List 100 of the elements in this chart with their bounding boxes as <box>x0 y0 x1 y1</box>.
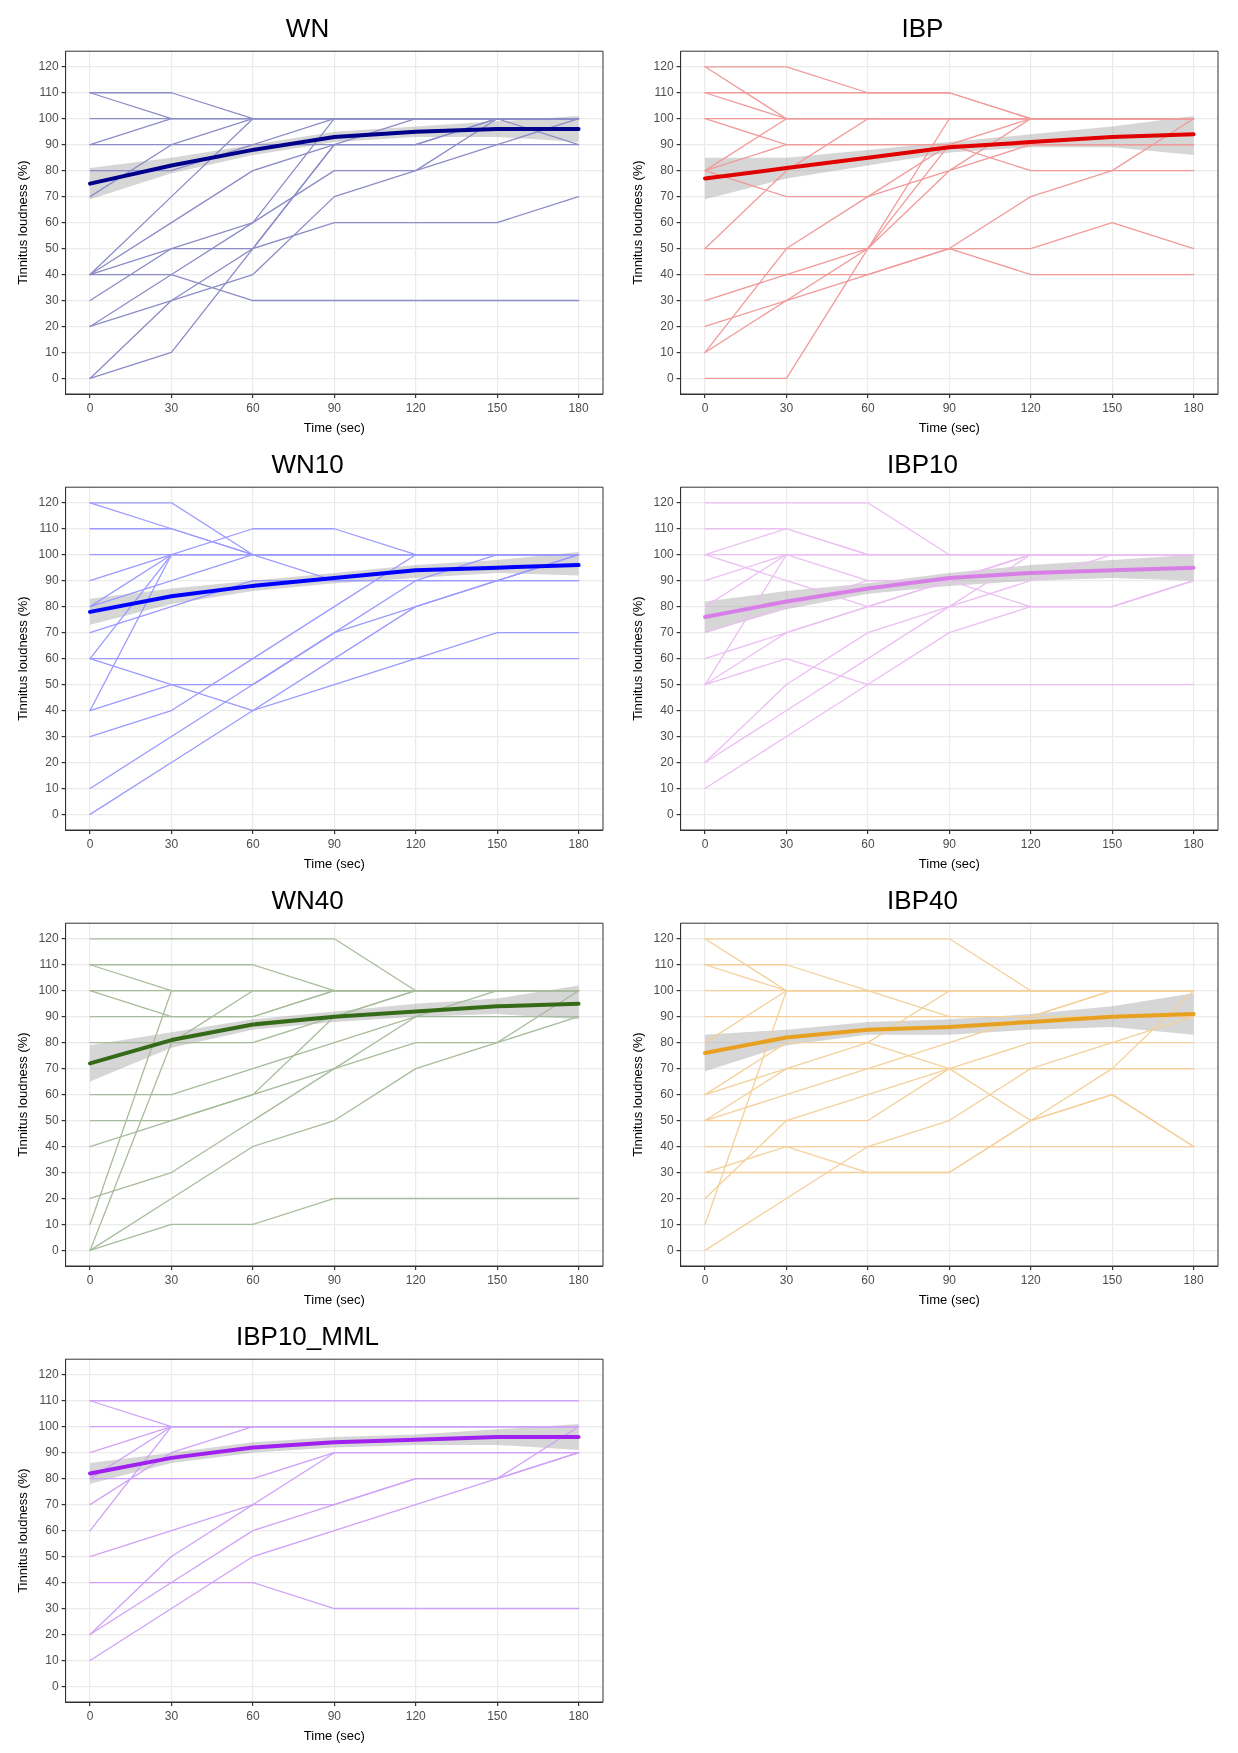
x-tick-label: 150 <box>1102 1272 1123 1287</box>
x-tick-label: 150 <box>1102 836 1123 851</box>
y-tick-label: 60 <box>45 214 59 229</box>
y-tick-label: 10 <box>660 1216 674 1231</box>
y-tick-label: 40 <box>45 1138 59 1153</box>
x-tick-label: 0 <box>86 1272 94 1287</box>
y-tick-label: 30 <box>45 1600 59 1615</box>
y-tick-label: 40 <box>45 702 59 717</box>
x-tick-label: 30 <box>164 400 179 415</box>
y-tick-label: 60 <box>660 650 674 665</box>
y-tick-label: 30 <box>660 292 674 307</box>
y-tick-label: 90 <box>45 1445 59 1459</box>
x-axis-title: Time (sec) <box>303 855 365 871</box>
y-tick-label: 50 <box>45 1112 59 1127</box>
y-tick-label: 60 <box>660 214 674 229</box>
y-tick-label: 80 <box>660 162 674 177</box>
y-tick-label: 50 <box>660 240 674 255</box>
y-tick-label: 120 <box>38 59 59 74</box>
x-tick-label: 90 <box>327 836 342 851</box>
y-tick-label: 110 <box>39 521 59 536</box>
y-tick-label: 30 <box>660 1164 674 1179</box>
chart-title: IBP10_MML <box>235 1320 380 1351</box>
y-tick-label: 50 <box>45 1548 59 1563</box>
x-tick-label: 90 <box>327 400 342 415</box>
x-axis-title: Time (sec) <box>918 855 980 871</box>
x-tick-label: 0 <box>86 1708 94 1723</box>
y-tick-label: 110 <box>39 85 59 100</box>
y-tick-label: 120 <box>653 931 674 946</box>
x-tick-label: 90 <box>327 1708 342 1723</box>
y-tick-label: 10 <box>45 344 59 359</box>
y-tick-label: 40 <box>45 1574 59 1589</box>
chart-title: IBP40 <box>887 884 958 915</box>
x-tick-label: 30 <box>164 1708 179 1723</box>
x-tick-label: 0 <box>86 400 94 415</box>
x-tick-label: 180 <box>1183 1272 1204 1287</box>
x-tick-label: 90 <box>327 1272 342 1287</box>
y-tick-label: 80 <box>45 1470 59 1485</box>
x-tick-label: 0 <box>701 836 709 851</box>
x-tick-label: 30 <box>164 836 179 851</box>
y-tick-label: 70 <box>45 188 59 203</box>
y-tick-label: 120 <box>38 1367 59 1382</box>
y-tick-label: 40 <box>660 1138 674 1153</box>
x-tick-label: 120 <box>405 1708 427 1723</box>
x-tick-label: 60 <box>861 836 875 851</box>
y-tick-label: 50 <box>660 676 674 691</box>
chart-title: IBP <box>901 12 944 43</box>
y-tick-label: 60 <box>45 1086 59 1101</box>
y-tick-label: 60 <box>660 1086 674 1101</box>
y-tick-label: 80 <box>45 1034 59 1049</box>
y-tick-label: 80 <box>45 162 59 177</box>
y-tick-label: 20 <box>660 754 674 769</box>
y-tick-label: 20 <box>660 1190 674 1205</box>
x-tick-label: 150 <box>487 836 508 851</box>
y-tick-label: 100 <box>653 547 674 562</box>
x-tick-label: 180 <box>568 1272 589 1287</box>
x-tick-label: 30 <box>779 836 794 851</box>
y-tick-label: 90 <box>660 573 674 587</box>
y-tick-label: 70 <box>45 1060 59 1075</box>
x-tick-label: 180 <box>1183 836 1204 851</box>
y-tick-label: 10 <box>45 780 59 795</box>
y-tick-label: 60 <box>45 1522 59 1537</box>
y-tick-label: 0 <box>51 1242 59 1257</box>
x-tick-label: 150 <box>487 1708 508 1723</box>
x-tick-label: 90 <box>942 836 957 851</box>
chart-title: IBP10 <box>887 448 958 479</box>
y-tick-label: 100 <box>38 547 59 562</box>
x-tick-label: 30 <box>779 1272 794 1287</box>
y-axis-title: Tinnitus loudness (%) <box>15 1468 31 1593</box>
y-tick-label: 100 <box>653 983 674 998</box>
y-tick-label: 0 <box>666 806 674 821</box>
x-tick-label: 150 <box>487 400 508 415</box>
x-tick-label: 30 <box>779 400 794 415</box>
chart-title: WN40 <box>271 884 344 915</box>
y-tick-label: 0 <box>51 1678 59 1693</box>
y-tick-label: 30 <box>45 292 59 307</box>
y-tick-label: 110 <box>39 1393 59 1408</box>
y-tick-label: 50 <box>45 676 59 691</box>
y-axis-title: Tinnitus loudness (%) <box>630 596 646 721</box>
x-tick-label: 180 <box>568 836 589 851</box>
y-tick-label: 90 <box>45 1009 59 1023</box>
x-axis-title: Time (sec) <box>303 1727 365 1743</box>
y-axis-title: Tinnitus loudness (%) <box>15 160 31 285</box>
y-tick-label: 0 <box>51 370 59 385</box>
x-tick-label: 60 <box>861 400 875 415</box>
y-tick-label: 30 <box>660 728 674 743</box>
y-tick-label: 50 <box>660 1112 674 1127</box>
y-tick-label: 120 <box>653 59 674 74</box>
y-tick-label: 60 <box>45 650 59 665</box>
y-tick-label: 120 <box>38 931 59 946</box>
y-tick-label: 70 <box>660 188 674 203</box>
x-tick-label: 0 <box>701 1272 709 1287</box>
y-tick-label: 90 <box>660 1009 674 1023</box>
y-tick-label: 70 <box>660 1060 674 1075</box>
y-axis-title: Tinnitus loudness (%) <box>630 160 646 285</box>
x-tick-label: 60 <box>246 1272 260 1287</box>
y-tick-label: 110 <box>654 85 674 100</box>
x-tick-label: 120 <box>405 400 427 415</box>
x-tick-label: 150 <box>487 1272 508 1287</box>
y-tick-label: 70 <box>660 624 674 639</box>
y-tick-label: 20 <box>45 754 59 769</box>
